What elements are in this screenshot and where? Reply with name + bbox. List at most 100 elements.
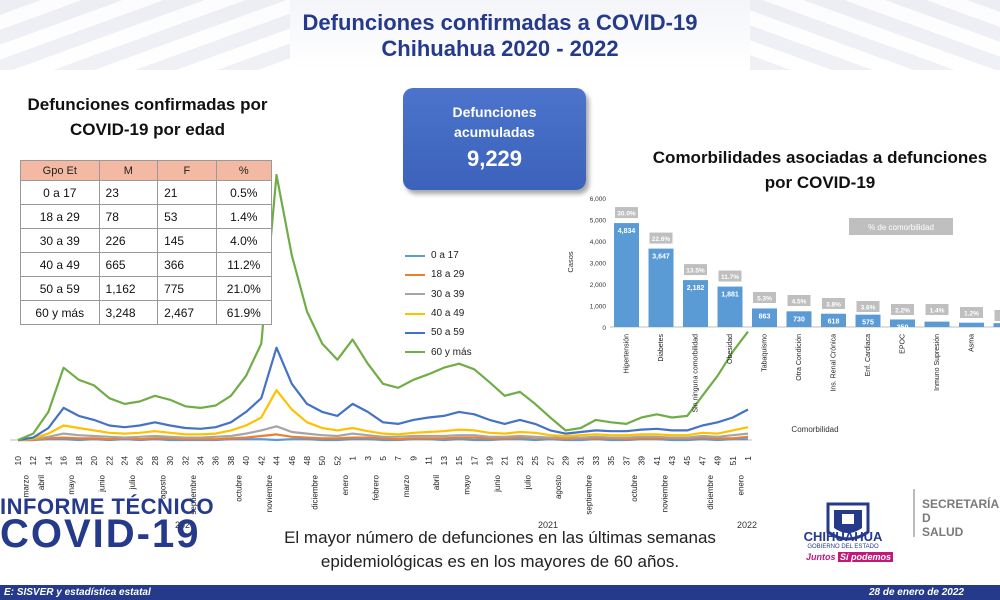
x-tick-label: 49	[713, 456, 723, 466]
x-tick-label: 52	[332, 456, 342, 466]
bar-category-label: Ins. Renal Crónica	[831, 334, 838, 392]
x-tick-label: 19	[484, 456, 494, 466]
table-cell: 4.0%	[215, 228, 273, 253]
bar	[614, 223, 639, 327]
banner-decoration-right	[750, 0, 1000, 70]
x-period-label: diciembre	[706, 474, 715, 509]
age-table-header-2: F	[157, 160, 217, 181]
secretaria-line1: SECRETARÍA D	[922, 497, 999, 525]
x-tick-label: 38	[226, 456, 236, 466]
percent-badge	[718, 270, 742, 282]
table-cell: 23	[98, 180, 159, 205]
x-tick-label: 41	[652, 456, 662, 466]
x-period-label: marzo	[402, 474, 411, 497]
legend-swatch	[405, 312, 425, 315]
x-tick-label: 3	[363, 456, 373, 461]
bar	[648, 248, 674, 327]
age-table-header-1: M	[98, 160, 159, 181]
legend-item: 40 a 49	[405, 304, 472, 323]
x-tick-label: 5	[378, 456, 388, 461]
series-line-1	[18, 433, 749, 442]
x-tick-label: 47	[697, 456, 707, 466]
footer-message: El mayor número de defunciones en las úl…	[284, 528, 716, 571]
bar-y-tick-label: 1,000	[590, 304, 607, 311]
slide-title: Defunciones confirmadas a COVID-19	[302, 10, 698, 35]
age-table-header-0: Gpo Et	[20, 160, 100, 181]
x-period-label: noviembre	[265, 474, 274, 512]
bar-category-label: Otra Condición	[796, 334, 803, 381]
percent-badge	[787, 295, 811, 306]
accumulated-deaths-value: 9,229	[466, 146, 523, 171]
percent-label: 3.6%	[861, 305, 876, 312]
bar-value-label: 730	[793, 316, 805, 323]
legend-label: 18 a 29	[431, 269, 465, 281]
bar-category-label: EPOC	[900, 334, 907, 354]
x-period-label: septiembre	[584, 474, 593, 514]
bar-category-label: Hipertensión	[624, 334, 631, 373]
bar-value-label: 4,834	[618, 228, 636, 235]
x-tick-label: 44	[272, 456, 282, 466]
x-period-label: julio	[523, 474, 532, 490]
legend-item: 50 a 59	[405, 323, 472, 342]
x-period-label: agosto	[158, 474, 167, 499]
percent-label: 30.0%	[617, 211, 636, 218]
x-tick-label: 26	[135, 456, 145, 466]
table-cell: 0 a 17	[20, 180, 100, 205]
bar-category-label: Tabaquismo	[762, 334, 769, 372]
x-tick-label: 22	[104, 456, 114, 466]
x-tick-label: 23	[515, 456, 525, 466]
x-tick-label: 25	[530, 456, 540, 466]
bar-y-tick-label: 2,000	[590, 282, 607, 289]
percent-legend-label: % de comorbilidad	[868, 223, 934, 232]
x-tick-label: 45	[682, 456, 692, 466]
table-cell: 145	[157, 228, 217, 253]
percent-badge	[994, 310, 1000, 321]
legend-item: 30 a 39	[405, 285, 472, 304]
series-line-2	[17, 425, 749, 442]
bar-value-label: 618	[828, 319, 840, 326]
bar	[821, 313, 846, 327]
table-row: 40 a 49 665 366 11.2%	[20, 252, 273, 277]
legend-item: 18 a 29	[405, 265, 472, 284]
table-row: 60 y más 3,248 2,467 61.9%	[20, 300, 273, 325]
x-tick-label: 31	[576, 456, 586, 466]
percent-badge	[925, 304, 949, 315]
x-tick-label: 32	[180, 456, 190, 466]
x-period-label: abril	[432, 475, 441, 490]
bar	[855, 314, 881, 327]
bar	[890, 319, 915, 327]
percent-badge	[753, 292, 776, 303]
bar-value-label: 863	[759, 313, 771, 320]
bar	[717, 286, 743, 327]
x-tick-label: 30	[165, 456, 175, 466]
x-tick-label: 33	[591, 456, 601, 466]
x-tick-label: 36	[211, 456, 221, 466]
table-cell: 2,467	[157, 300, 217, 325]
legend-swatch	[405, 331, 425, 334]
x-period-label: noviembre	[660, 474, 669, 512]
year-label: 2020	[175, 520, 195, 530]
footer-bar	[0, 585, 1000, 600]
series-line-5	[17, 173, 749, 442]
year-label: 2022	[737, 520, 757, 530]
x-tick-label: 40	[241, 456, 251, 466]
legend-swatch	[405, 293, 425, 296]
x-period-label: junio	[98, 474, 107, 492]
table-row: 18 a 29 78 53 1.4%	[20, 204, 273, 229]
bar-value-label: 575	[862, 320, 874, 327]
bar-category-label: Asma	[969, 334, 976, 352]
x-tick-label: 46	[287, 456, 297, 466]
percent-badge	[891, 304, 914, 315]
x-tick-label: 1	[348, 456, 358, 461]
x-tick-label: 12	[28, 456, 38, 466]
legend-label: 40 a 49	[431, 308, 465, 320]
logo-divider	[913, 489, 915, 537]
bar	[924, 321, 950, 327]
x-period-label: mayo	[67, 474, 76, 494]
table-cell: 60 y más	[20, 300, 100, 325]
x-period-label: agosto	[554, 474, 563, 499]
x-tick-label: 15	[454, 456, 464, 466]
source-text: E: SISVER y estadística estatal	[4, 587, 151, 598]
bar-value-label: 3,647	[652, 254, 670, 261]
percent-label: 11.7%	[721, 274, 739, 281]
